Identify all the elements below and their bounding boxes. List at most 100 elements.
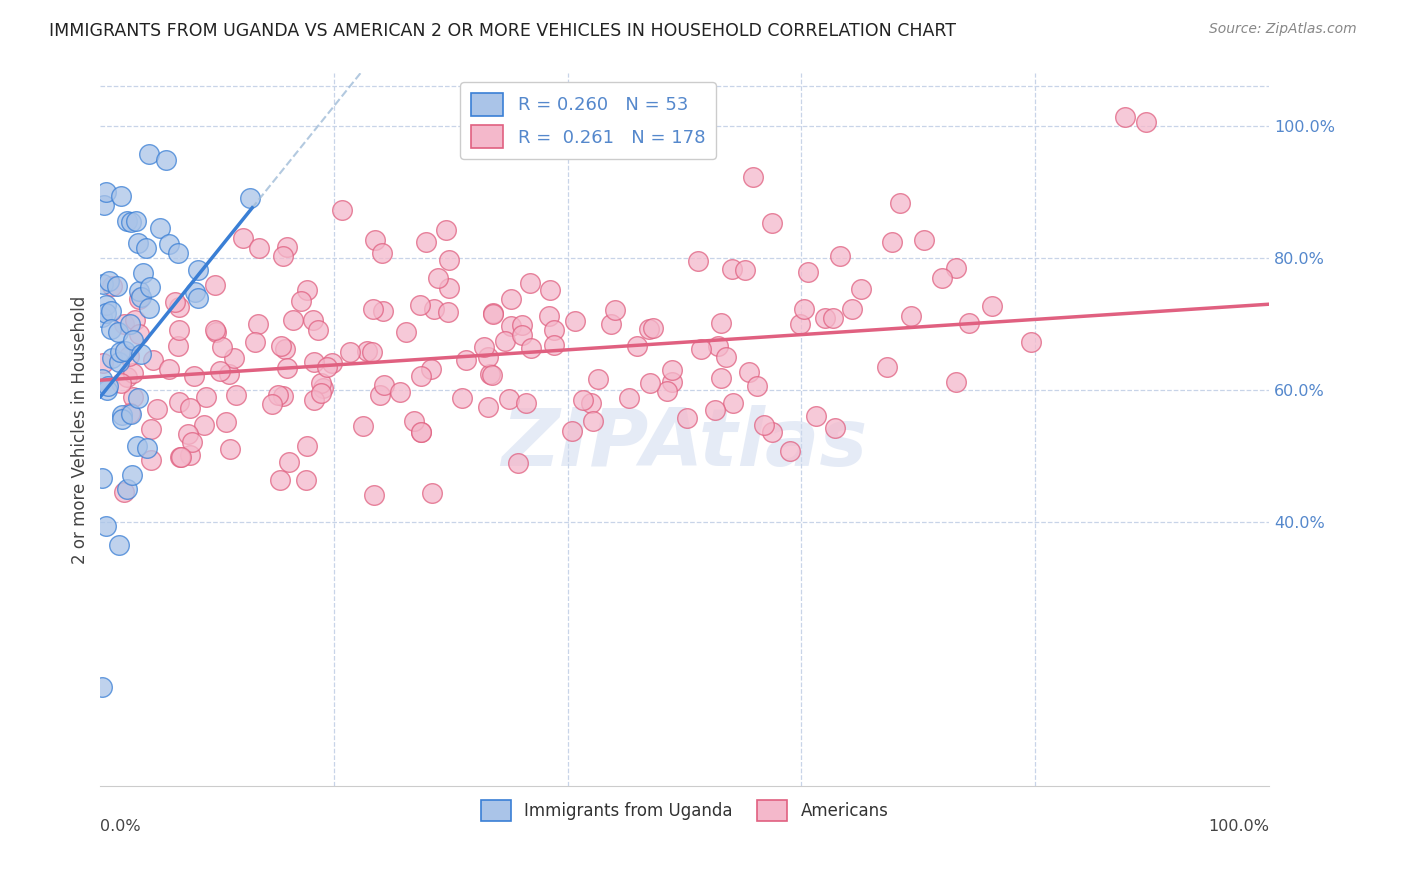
Point — [721, 396, 744, 410]
Point — [302, 354, 325, 368]
Point — [290, 294, 312, 309]
Point — [295, 283, 318, 297]
Point — [225, 388, 247, 402]
Point — [270, 339, 292, 353]
Point — [90, 471, 112, 485]
Point — [363, 487, 385, 501]
Point — [451, 391, 474, 405]
Text: ZIPAtlas: ZIPAtlas — [502, 405, 868, 483]
Point — [515, 396, 537, 410]
Point — [420, 486, 443, 500]
Point — [122, 333, 145, 347]
Point — [129, 290, 152, 304]
Point — [125, 214, 148, 228]
Point — [114, 344, 136, 359]
Point — [295, 439, 318, 453]
Point — [707, 339, 730, 353]
Point — [294, 473, 316, 487]
Point — [309, 376, 332, 391]
Point — [232, 231, 254, 245]
Point — [710, 371, 733, 385]
Point — [655, 384, 678, 399]
Point — [209, 364, 232, 378]
Point — [582, 414, 605, 428]
Point — [661, 363, 683, 377]
Point — [738, 365, 761, 379]
Point — [271, 249, 294, 263]
Point — [360, 344, 382, 359]
Point — [302, 312, 325, 326]
Point — [690, 343, 713, 357]
Point — [239, 191, 262, 205]
Point — [211, 340, 233, 354]
Point — [91, 356, 114, 370]
Point — [704, 402, 727, 417]
Point — [274, 342, 297, 356]
Point — [734, 263, 756, 277]
Point — [638, 322, 661, 336]
Point — [945, 375, 967, 389]
Point — [117, 369, 139, 384]
Point — [520, 341, 543, 355]
Point — [100, 304, 122, 318]
Point — [626, 339, 648, 353]
Point — [110, 189, 132, 203]
Point — [388, 385, 411, 400]
Point — [686, 254, 709, 268]
Point — [90, 310, 112, 324]
Point — [797, 265, 820, 279]
Point — [373, 304, 395, 318]
Point — [138, 301, 160, 315]
Point — [603, 303, 626, 318]
Point — [115, 482, 138, 496]
Point — [889, 196, 911, 211]
Point — [94, 298, 117, 312]
Point — [121, 468, 143, 483]
Point — [100, 322, 122, 336]
Point — [1019, 335, 1042, 350]
Point — [115, 214, 138, 228]
Point — [1135, 115, 1157, 129]
Point — [120, 317, 142, 331]
Point — [307, 323, 329, 337]
Point — [105, 278, 128, 293]
Point — [276, 361, 298, 376]
Point — [395, 326, 418, 340]
Point — [139, 422, 162, 436]
Point — [157, 237, 180, 252]
Point — [579, 396, 602, 410]
Point — [163, 295, 186, 310]
Point — [247, 317, 270, 331]
Point — [454, 352, 477, 367]
Point — [107, 355, 129, 369]
Point — [617, 391, 640, 405]
Point — [510, 318, 533, 332]
Point — [276, 240, 298, 254]
Point — [120, 406, 142, 420]
Point — [93, 198, 115, 212]
Point — [136, 442, 159, 456]
Point — [641, 321, 664, 335]
Point — [247, 241, 270, 255]
Point — [219, 442, 242, 456]
Point — [543, 338, 565, 352]
Point — [352, 418, 374, 433]
Point — [118, 349, 141, 363]
Point — [828, 250, 851, 264]
Text: IMMIGRANTS FROM UGANDA VS AMERICAN 2 OR MORE VEHICLES IN HOUSEHOLD CORRELATION C: IMMIGRANTS FROM UGANDA VS AMERICAN 2 OR … — [49, 22, 956, 40]
Point — [271, 389, 294, 403]
Point — [498, 392, 520, 406]
Point — [155, 153, 177, 167]
Point — [409, 425, 432, 439]
Point — [564, 314, 586, 328]
Point — [789, 317, 811, 331]
Point — [779, 444, 801, 458]
Point — [266, 388, 288, 402]
Point — [204, 278, 226, 293]
Point — [543, 323, 565, 337]
Point — [538, 283, 561, 297]
Point — [402, 414, 425, 428]
Point — [792, 302, 814, 317]
Point — [638, 376, 661, 390]
Point — [519, 277, 541, 291]
